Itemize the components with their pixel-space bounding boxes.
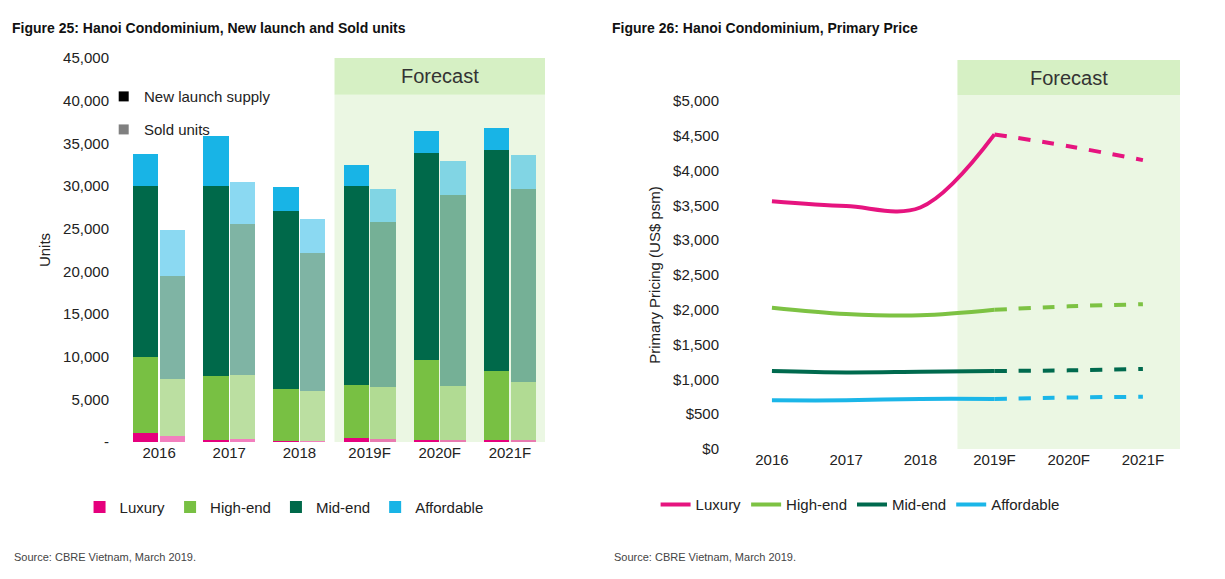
svg-text:$2,500: $2,500 [673, 266, 719, 283]
svg-text:$3,500: $3,500 [673, 197, 719, 214]
svg-text:High-end: High-end [210, 499, 271, 516]
svg-text:Luxury: Luxury [696, 496, 742, 513]
svg-text:2019F: 2019F [348, 444, 391, 461]
svg-text:2016: 2016 [755, 451, 788, 468]
svg-text:2020F: 2020F [1047, 451, 1090, 468]
svg-text:$3,000: $3,000 [673, 231, 719, 248]
svg-text:High-end: High-end [786, 496, 847, 513]
svg-text:45,000: 45,000 [63, 49, 109, 66]
svg-text:5,000: 5,000 [71, 391, 109, 408]
svg-text:2021F: 2021F [489, 444, 532, 461]
svg-text:Forecast: Forecast [1030, 67, 1108, 89]
svg-text:Affordable: Affordable [415, 499, 483, 516]
svg-text:2019F: 2019F [973, 451, 1016, 468]
svg-text:$0: $0 [702, 440, 719, 457]
svg-text:New launch supply: New launch supply [144, 88, 270, 105]
svg-text:2018: 2018 [283, 444, 316, 461]
svg-text:$500: $500 [686, 405, 719, 422]
svg-text:$1,000: $1,000 [673, 371, 719, 388]
svg-text:$2,000: $2,000 [673, 301, 719, 318]
svg-text:40,000: 40,000 [63, 92, 109, 109]
svg-text:2017: 2017 [213, 444, 246, 461]
svg-text:Luxury: Luxury [120, 499, 166, 516]
svg-text:30,000: 30,000 [63, 177, 109, 194]
svg-text:Figure 25: Hanoi Condominium,: Figure 25: Hanoi Condominium, New launch… [12, 20, 406, 36]
svg-text:2018: 2018 [904, 451, 937, 468]
svg-text:Forecast: Forecast [401, 65, 479, 87]
svg-text:Sold units: Sold units [144, 121, 210, 138]
svg-text:10,000: 10,000 [63, 348, 109, 365]
svg-text:Units: Units [36, 233, 53, 267]
svg-text:Primary Pricing (US$ psm): Primary Pricing (US$ psm) [646, 186, 663, 364]
svg-text:$1,500: $1,500 [673, 336, 719, 353]
svg-text:25,000: 25,000 [63, 220, 109, 237]
svg-text:2017: 2017 [829, 451, 862, 468]
svg-text:Source: CBRE Vietnam, March 20: Source: CBRE Vietnam, March 2019. [14, 551, 196, 563]
svg-text:20,000: 20,000 [63, 263, 109, 280]
svg-text:15,000: 15,000 [63, 305, 109, 322]
svg-text:35,000: 35,000 [63, 135, 109, 152]
svg-text:2020F: 2020F [418, 444, 461, 461]
svg-text:Mid-end: Mid-end [316, 499, 370, 516]
svg-text:-: - [104, 433, 109, 450]
svg-text:$4,500: $4,500 [673, 127, 719, 144]
svg-text:$4,000: $4,000 [673, 162, 719, 179]
svg-text:Mid-end: Mid-end [892, 496, 946, 513]
svg-text:$5,000: $5,000 [673, 92, 719, 109]
svg-text:2016: 2016 [142, 444, 175, 461]
svg-text:2021F: 2021F [1122, 451, 1165, 468]
svg-text:Source: CBRE Vietnam, March 20: Source: CBRE Vietnam, March 2019. [614, 551, 796, 563]
svg-text:Affordable: Affordable [991, 496, 1059, 513]
svg-text:Figure 26: Hanoi Condominium,: Figure 26: Hanoi Condominium, Primary Pr… [612, 20, 918, 36]
